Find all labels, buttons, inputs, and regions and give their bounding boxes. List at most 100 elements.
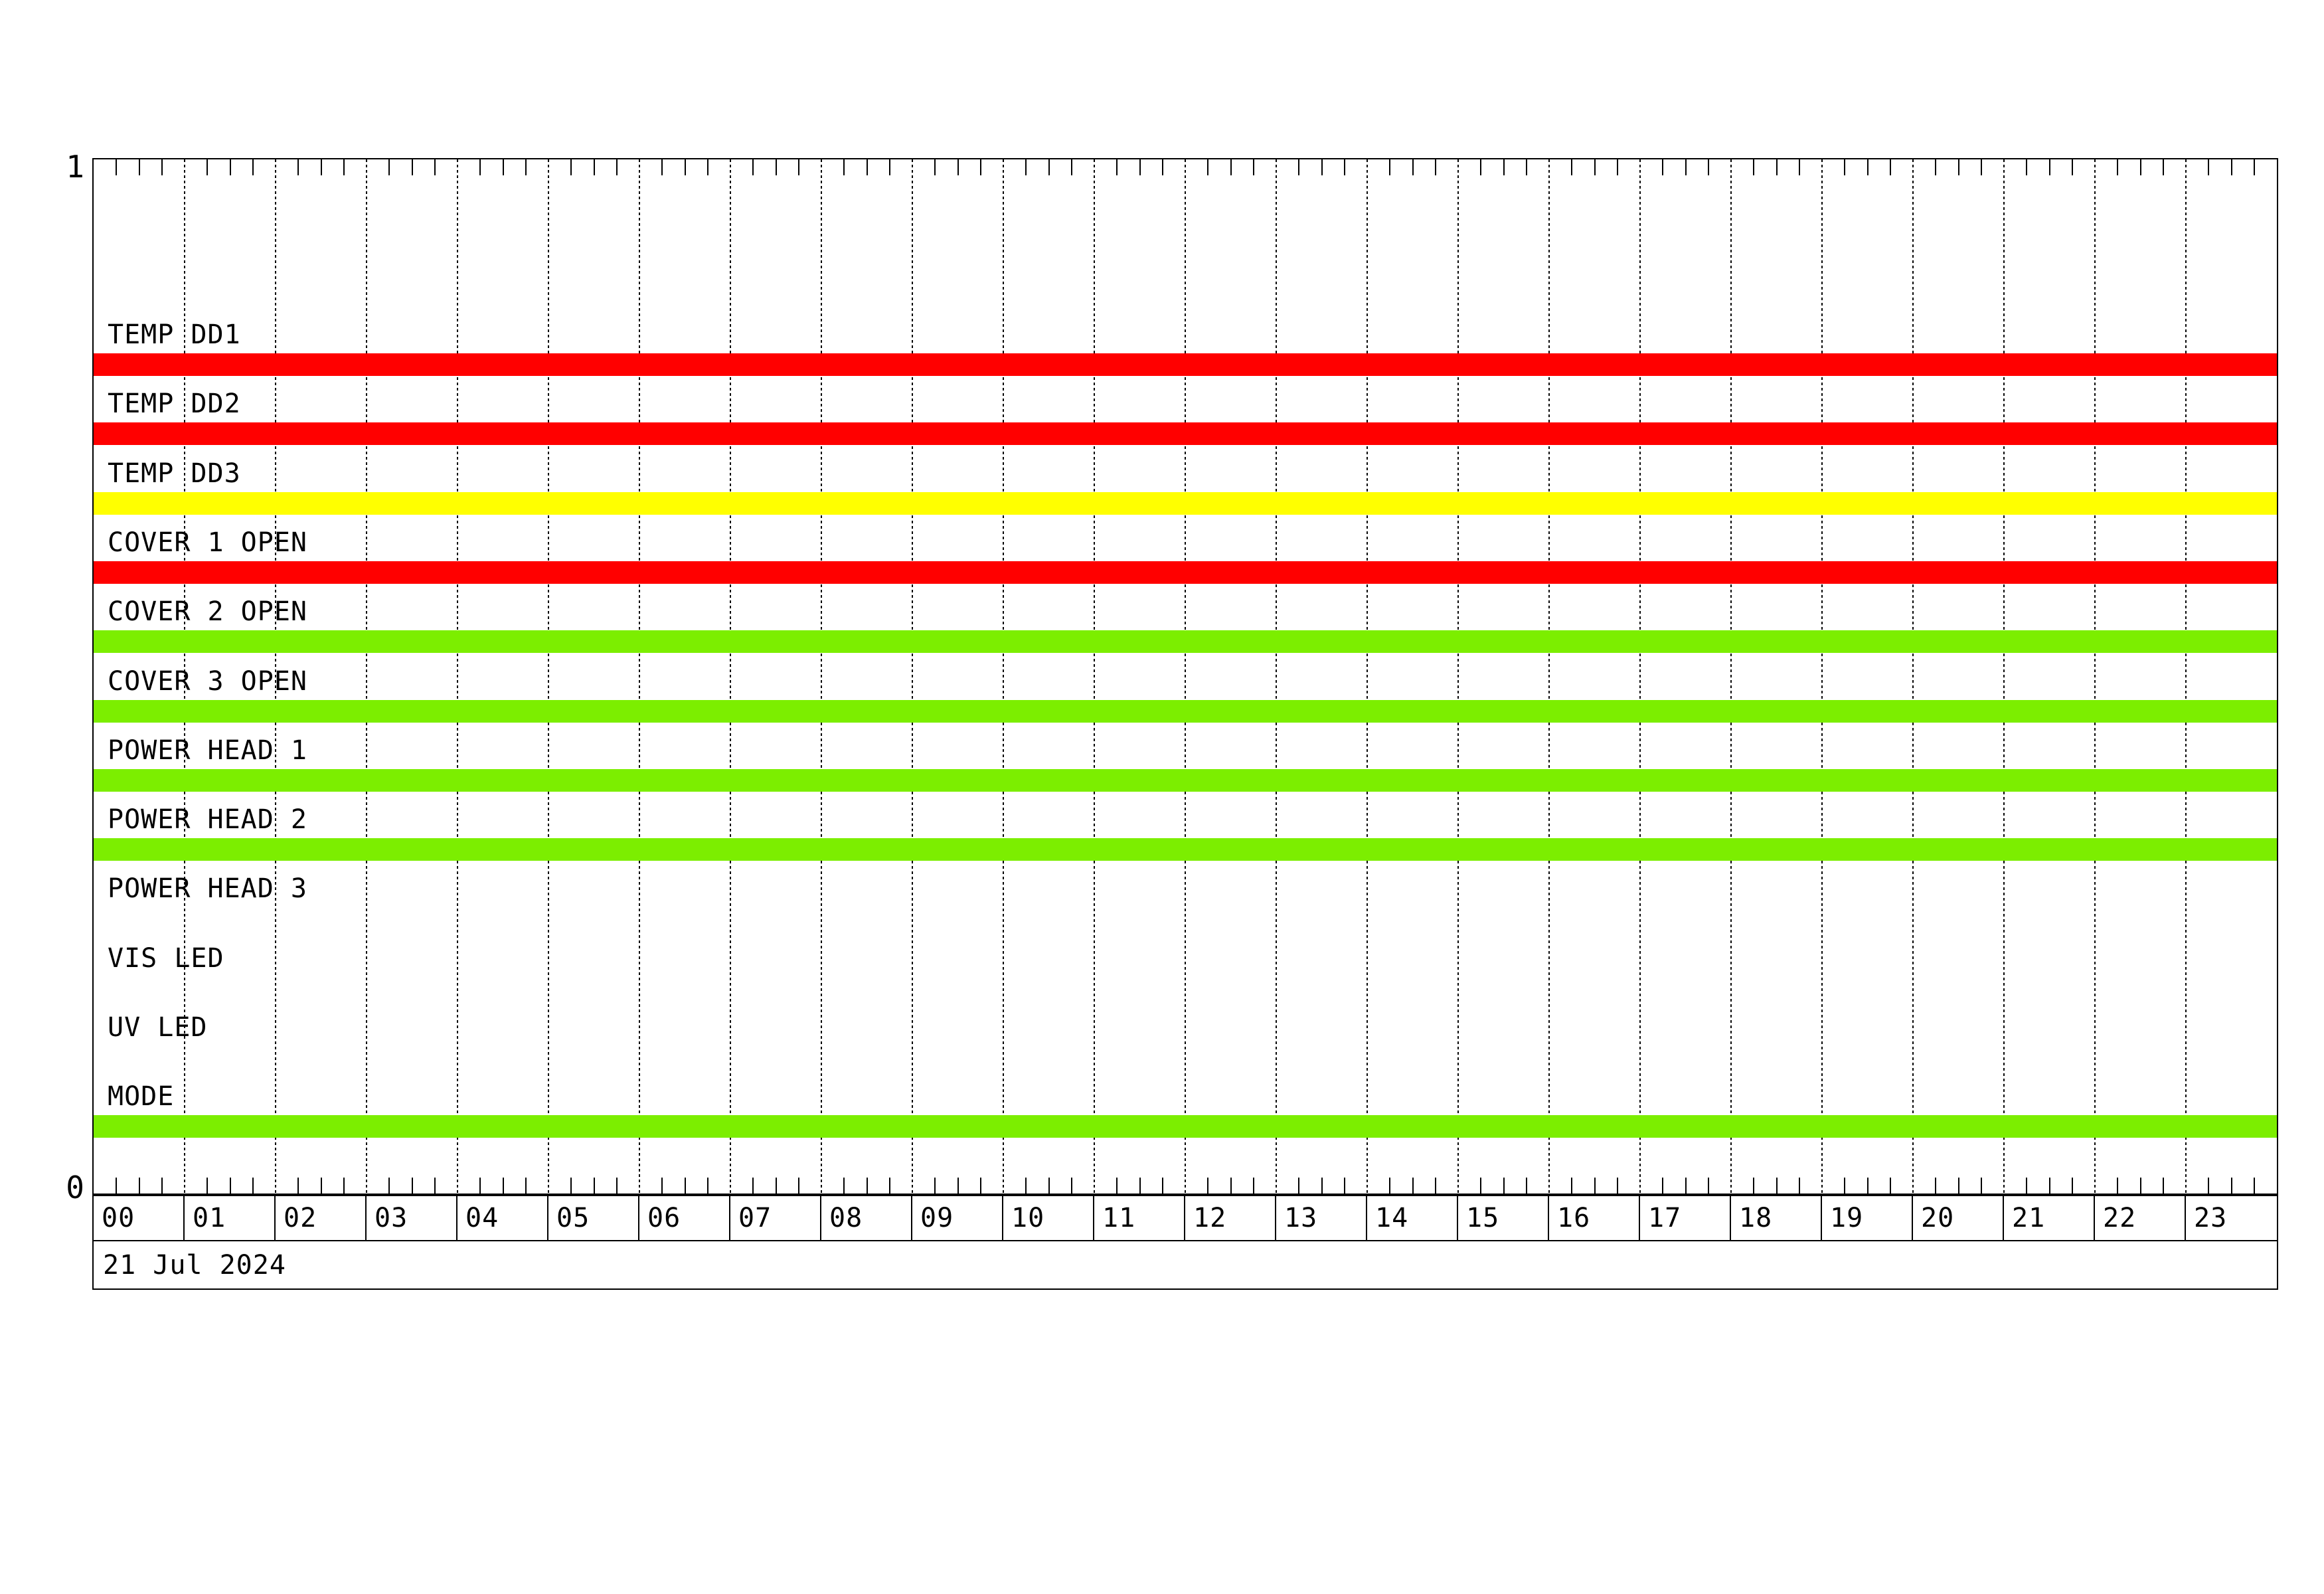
minor-tick-top <box>2026 159 2028 175</box>
hour-cell-10: 10 <box>1003 1196 1094 1240</box>
hour-gridline <box>2185 159 2187 1194</box>
hour-gridline <box>1548 159 1550 1194</box>
minor-tick-top <box>752 159 754 175</box>
minor-tick-top <box>2048 159 2050 175</box>
minor-tick-top <box>957 159 959 175</box>
hour-cell-23: 23 <box>2186 1196 2277 1240</box>
minor-tick-top <box>1867 159 1868 175</box>
minor-tick-top <box>843 159 845 175</box>
minor-tick-bottom <box>297 1178 299 1194</box>
minor-tick-top <box>2253 159 2255 175</box>
minor-tick-top <box>1139 159 1141 175</box>
row-label-cover-2-open: COVER 2 OPEN <box>108 596 307 628</box>
hour-cell-15: 15 <box>1458 1196 1549 1240</box>
minor-tick-bottom <box>207 1178 208 1194</box>
minor-tick-bottom <box>1207 1178 1209 1194</box>
minor-tick-bottom <box>706 1178 708 1194</box>
minor-tick-top <box>979 159 981 175</box>
minor-tick-top <box>479 159 481 175</box>
minor-tick-bottom <box>1594 1178 1596 1194</box>
hour-gridline <box>1457 159 1459 1194</box>
minor-tick-top <box>1662 159 1664 175</box>
row-label-cover-3-open: COVER 3 OPEN <box>108 665 307 697</box>
minor-tick-top <box>320 159 322 175</box>
hour-cell-17: 17 <box>1640 1196 1731 1240</box>
row-label-mode: MODE <box>108 1081 175 1112</box>
minor-tick-top <box>1343 159 1345 175</box>
minor-tick-bottom <box>2117 1178 2119 1194</box>
minor-tick-top <box>706 159 708 175</box>
hour-cell-01: 01 <box>185 1196 276 1240</box>
status-bar-cover-3-open <box>94 699 2277 723</box>
hour-label: 09 <box>920 1203 954 1233</box>
hour-label: 13 <box>1284 1203 1318 1233</box>
minor-tick-top <box>2208 159 2210 175</box>
minor-tick-bottom <box>229 1178 231 1194</box>
minor-tick-top <box>797 159 799 175</box>
minor-tick-bottom <box>1343 1178 1345 1194</box>
minor-tick-bottom <box>1503 1178 1505 1194</box>
minor-tick-top <box>684 159 686 175</box>
hour-label: 20 <box>1921 1203 1955 1233</box>
minor-tick-top <box>1616 159 1618 175</box>
minor-tick-bottom <box>1798 1178 1800 1194</box>
minor-tick-bottom <box>252 1178 254 1194</box>
minor-tick-bottom <box>161 1178 163 1194</box>
hour-label: 07 <box>738 1203 772 1233</box>
minor-tick-top <box>2139 159 2141 175</box>
minor-tick-bottom <box>1753 1178 1755 1194</box>
minor-tick-bottom <box>1230 1178 1232 1194</box>
hour-gridline <box>1094 159 1095 1194</box>
hour-gridline <box>1367 159 1368 1194</box>
minor-tick-bottom <box>1480 1178 1482 1194</box>
hour-cell-20: 20 <box>1913 1196 2004 1240</box>
minor-tick-top <box>1252 159 1254 175</box>
minor-tick-bottom <box>1139 1178 1141 1194</box>
minor-tick-bottom <box>2139 1178 2141 1194</box>
minor-tick-top <box>252 159 254 175</box>
hour-label: 06 <box>647 1203 681 1233</box>
minor-tick-bottom <box>1776 1178 1778 1194</box>
hour-label: 21 <box>2012 1203 2046 1233</box>
row-label-cover-1-open: COVER 1 OPEN <box>108 527 307 558</box>
minor-tick-bottom <box>797 1178 799 1194</box>
hour-label: 18 <box>1739 1203 1773 1233</box>
minor-tick-top <box>1571 159 1573 175</box>
minor-tick-bottom <box>843 1178 845 1194</box>
minor-tick-top <box>1685 159 1687 175</box>
hour-cell-06: 06 <box>639 1196 730 1240</box>
hour-cell-22: 22 <box>2095 1196 2186 1240</box>
hour-cell-18: 18 <box>1731 1196 1822 1240</box>
minor-tick-bottom <box>1889 1178 1891 1194</box>
x-axis-date-row: 21 Jul 2024 <box>92 1241 2278 1290</box>
minor-tick-top <box>207 159 208 175</box>
minor-tick-bottom <box>888 1178 890 1194</box>
minor-tick-top <box>1230 159 1232 175</box>
minor-tick-top <box>1207 159 1209 175</box>
minor-tick-bottom <box>866 1178 868 1194</box>
hour-cell-08: 08 <box>821 1196 912 1240</box>
minor-tick-bottom <box>1525 1178 1527 1194</box>
minor-tick-top <box>2071 159 2073 175</box>
hour-gridline <box>912 159 913 1194</box>
minor-tick-top <box>1048 159 1050 175</box>
hour-gridline <box>1821 159 1823 1194</box>
hour-cell-19: 19 <box>1822 1196 1913 1240</box>
minor-tick-bottom <box>684 1178 686 1194</box>
minor-tick-top <box>525 159 527 175</box>
minor-tick-bottom <box>479 1178 481 1194</box>
minor-tick-top <box>116 159 118 175</box>
hour-gridline <box>2094 159 2096 1194</box>
minor-tick-top <box>343 159 345 175</box>
minor-tick-bottom <box>2162 1178 2164 1194</box>
status-bar-temp-dd1 <box>94 353 2277 376</box>
minor-tick-bottom <box>1685 1178 1687 1194</box>
minor-tick-bottom <box>1321 1178 1323 1194</box>
minor-tick-bottom <box>525 1178 527 1194</box>
minor-tick-top <box>1434 159 1436 175</box>
hour-label: 10 <box>1011 1203 1045 1233</box>
minor-tick-bottom <box>1298 1178 1300 1194</box>
minor-tick-top <box>866 159 868 175</box>
minor-tick-bottom <box>343 1178 345 1194</box>
hour-label: 14 <box>1375 1203 1409 1233</box>
